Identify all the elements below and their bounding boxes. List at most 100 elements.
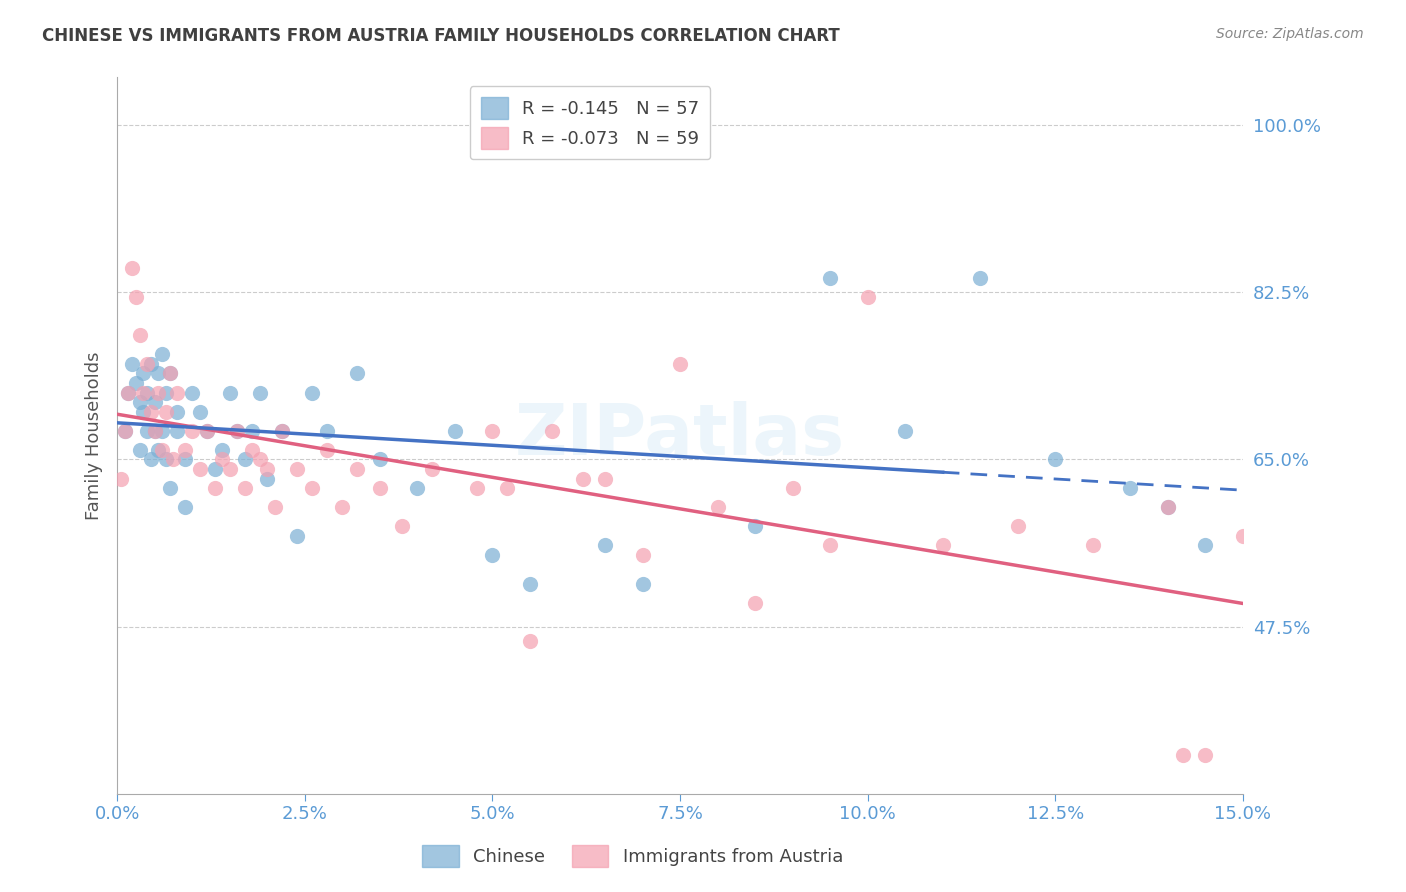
Point <box>330 500 353 515</box>
Point <box>173 442 195 457</box>
Point <box>173 452 195 467</box>
Point <box>159 367 181 381</box>
Point <box>481 424 503 438</box>
Point <box>121 357 143 371</box>
Point <box>346 462 368 476</box>
Point <box>110 471 132 485</box>
Point <box>271 424 294 438</box>
Point <box>391 519 413 533</box>
Text: Source: ZipAtlas.com: Source: ZipAtlas.com <box>1216 27 1364 41</box>
Point <box>1171 748 1194 763</box>
Legend: Chinese, Immigrants from Austria: Chinese, Immigrants from Austria <box>415 838 851 874</box>
Point <box>744 519 766 533</box>
Point <box>132 367 155 381</box>
Point <box>128 395 150 409</box>
Point <box>593 538 616 552</box>
Point <box>301 481 323 495</box>
Point <box>195 424 218 438</box>
Point <box>1157 500 1180 515</box>
Point <box>894 424 917 438</box>
Point <box>496 481 519 495</box>
Point <box>346 367 368 381</box>
Point <box>301 385 323 400</box>
Point <box>139 405 162 419</box>
Point <box>1007 519 1029 533</box>
Point <box>782 481 804 495</box>
Point <box>143 395 166 409</box>
Point <box>368 481 391 495</box>
Point <box>818 271 841 285</box>
Point <box>249 385 271 400</box>
Point <box>125 290 148 304</box>
Point <box>148 385 170 400</box>
Point <box>1045 452 1067 467</box>
Point <box>181 385 204 400</box>
Point <box>204 462 226 476</box>
Point <box>218 462 240 476</box>
Point <box>155 452 177 467</box>
Point <box>422 462 444 476</box>
Point <box>114 424 136 438</box>
Point <box>481 548 503 562</box>
Point <box>226 424 249 438</box>
Point <box>285 529 308 543</box>
Text: ZIPatlas: ZIPatlas <box>515 401 845 470</box>
Point <box>143 424 166 438</box>
Point <box>148 442 170 457</box>
Point <box>818 538 841 552</box>
Point <box>173 500 195 515</box>
Point <box>593 471 616 485</box>
Point <box>226 424 249 438</box>
Point <box>188 405 211 419</box>
Point <box>285 462 308 476</box>
Point <box>271 424 294 438</box>
Point <box>1081 538 1104 552</box>
Point <box>166 405 188 419</box>
Point <box>121 261 143 276</box>
Point <box>132 405 155 419</box>
Point <box>128 442 150 457</box>
Point <box>1194 538 1216 552</box>
Point <box>263 500 285 515</box>
Point <box>1157 500 1180 515</box>
Text: CHINESE VS IMMIGRANTS FROM AUSTRIA FAMILY HOUSEHOLDS CORRELATION CHART: CHINESE VS IMMIGRANTS FROM AUSTRIA FAMIL… <box>42 27 839 45</box>
Point <box>218 385 240 400</box>
Point <box>136 357 159 371</box>
Point <box>117 385 139 400</box>
Point <box>932 538 955 552</box>
Point <box>316 424 339 438</box>
Point <box>969 271 991 285</box>
Point <box>155 405 177 419</box>
Point <box>233 481 256 495</box>
Point <box>166 385 188 400</box>
Point <box>159 481 181 495</box>
Point <box>406 481 429 495</box>
Point <box>125 376 148 390</box>
Point <box>166 424 188 438</box>
Point <box>256 471 278 485</box>
Point <box>139 357 162 371</box>
Point <box>188 462 211 476</box>
Point <box>114 424 136 438</box>
Point <box>204 481 226 495</box>
Point <box>181 424 204 438</box>
Point <box>195 424 218 438</box>
Point <box>128 328 150 343</box>
Point <box>162 452 184 467</box>
Point <box>316 442 339 457</box>
Point <box>467 481 489 495</box>
Point <box>1119 481 1142 495</box>
Point <box>256 462 278 476</box>
Point <box>519 633 541 648</box>
Point <box>368 452 391 467</box>
Point <box>249 452 271 467</box>
Point <box>1232 529 1254 543</box>
Point <box>744 596 766 610</box>
Point <box>159 367 181 381</box>
Point <box>233 452 256 467</box>
Point <box>541 424 564 438</box>
Point <box>631 548 654 562</box>
Point <box>155 385 177 400</box>
Legend: R = -0.145   N = 57, R = -0.073   N = 59: R = -0.145 N = 57, R = -0.073 N = 59 <box>470 87 710 160</box>
Point <box>706 500 728 515</box>
